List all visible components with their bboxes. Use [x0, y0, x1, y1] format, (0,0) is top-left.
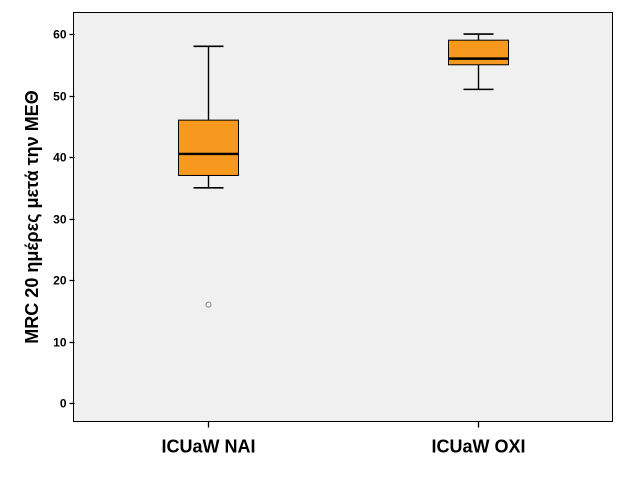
- box-group: [178, 45, 239, 308]
- y-tick-label: 40: [53, 151, 67, 165]
- iqr-box: [448, 39, 509, 66]
- box-group: [448, 33, 509, 91]
- x-axis: ICUaW NAI ICUaW OXI: [162, 421, 526, 457]
- x-category-label: ICUaW NAI: [162, 437, 256, 457]
- boxes: [178, 33, 509, 308]
- y-tick-label: 50: [53, 90, 67, 104]
- y-tick-label: 60: [53, 28, 67, 42]
- y-tick-label: 10: [53, 336, 67, 350]
- y-tick-label: 30: [53, 213, 67, 227]
- y-axis-title: MRC 20 ημέρες μετά την ΜΕΘ: [22, 90, 42, 343]
- y-tick-label: 0: [60, 397, 67, 411]
- x-category-label: ICUaW OXI: [431, 437, 525, 457]
- plot-area: [73, 12, 613, 422]
- outlier-point: [205, 301, 212, 308]
- y-tick-label: 20: [53, 274, 67, 288]
- iqr-box: [178, 119, 239, 176]
- y-axis: 0 10 20 30 40 50 60: [53, 28, 75, 411]
